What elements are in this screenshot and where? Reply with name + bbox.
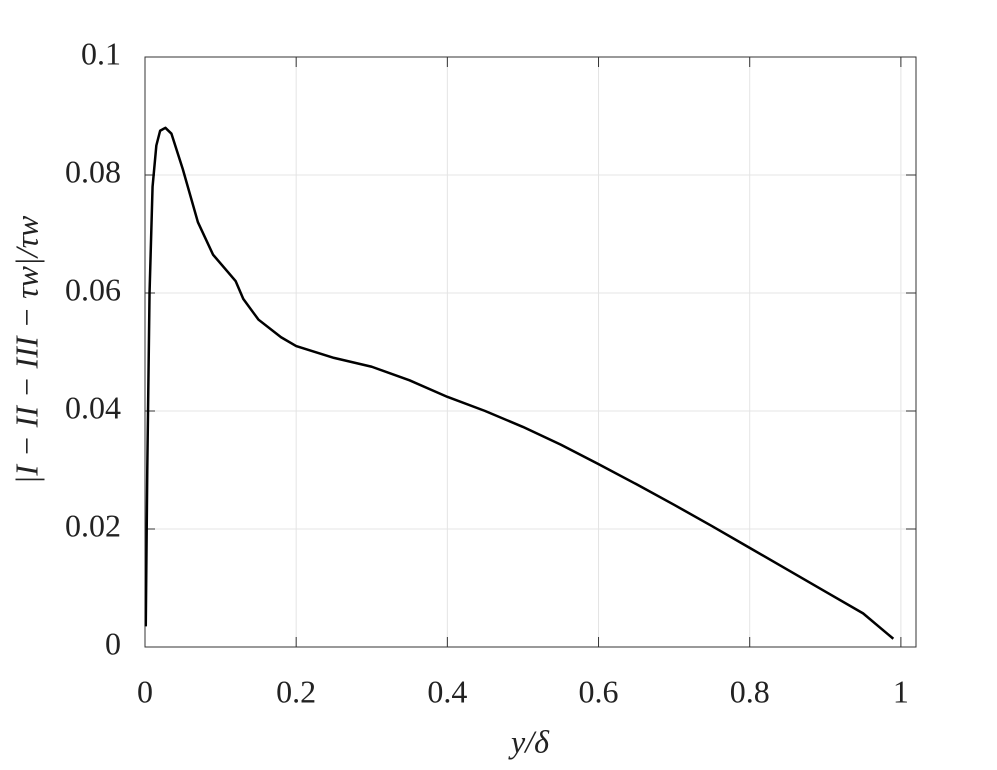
y-tick-label: 0.02 (65, 507, 121, 543)
y-tick-label: 0.06 (65, 271, 121, 307)
y-tick-label: 0.04 (65, 389, 121, 425)
x-tick-label: 1 (893, 673, 909, 709)
y-tick-label: 0 (105, 625, 121, 661)
y-tick-label: 0.08 (65, 153, 121, 189)
x-tick-label: 0.4 (427, 673, 467, 709)
x-axis-label: y/δ (508, 723, 550, 759)
plot-frame (144, 56, 917, 648)
y-axis-label: |I − II − III − τw|/τw (8, 215, 44, 484)
y-tick-label: 0.1 (81, 35, 121, 71)
data-line (144, 126, 895, 640)
x-tick-label: 0.2 (276, 673, 316, 709)
x-tick-label: 0.6 (579, 673, 619, 709)
x-tick-label: 0 (137, 673, 153, 709)
x-tick-label: 0.8 (730, 673, 770, 709)
